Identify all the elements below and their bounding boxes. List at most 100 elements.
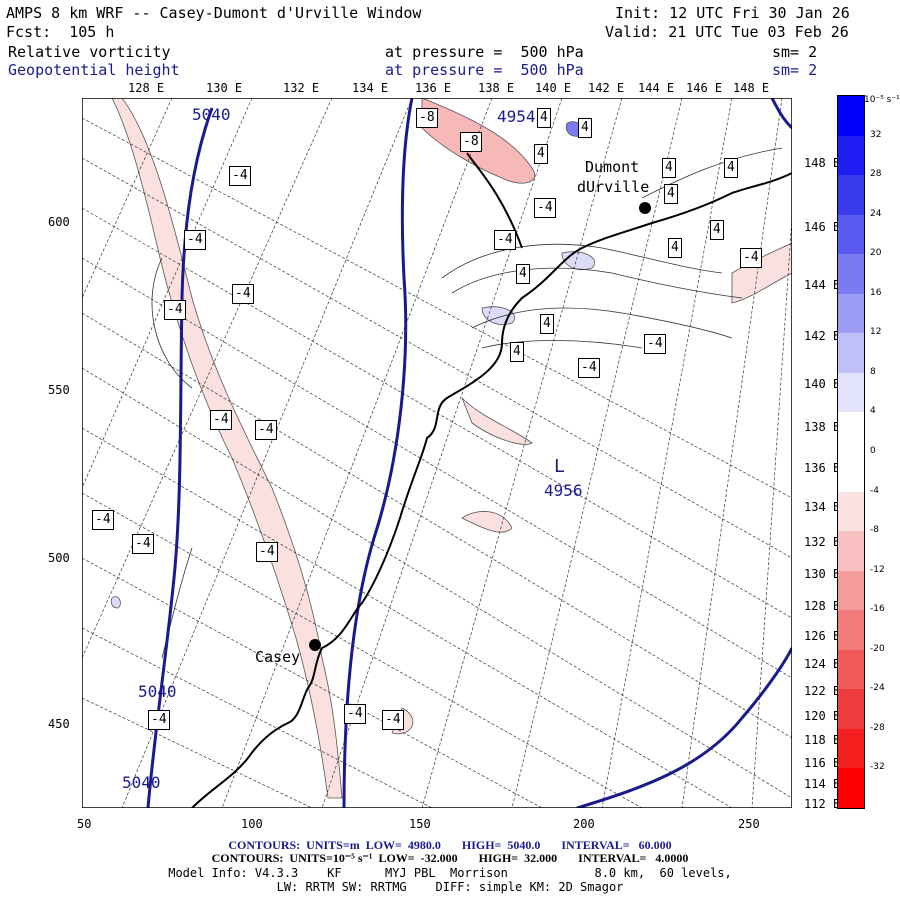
right-lon-label: 112 E	[804, 797, 841, 811]
height-label-5040: 5040	[122, 773, 161, 792]
vort-label: 4	[510, 342, 524, 362]
colorbar-tick-label: -32	[870, 762, 885, 773]
right-lon-label: 142 E	[804, 329, 841, 343]
map-panel: Dumont dUrville Casey 5040 5040 5040 495…	[82, 98, 840, 811]
vort-label: -4	[232, 284, 254, 304]
colorbar-segment	[838, 649, 864, 690]
vort-label: 4	[664, 184, 678, 204]
vort-label: -4	[494, 230, 516, 250]
top-lon-label: 142 E	[588, 81, 625, 95]
right-lon-label: 148 E	[804, 156, 841, 170]
vort-label: -4	[229, 166, 251, 186]
field2-smoothing: sm= 2	[772, 61, 818, 79]
field2-level: at pressure = 500 hPa	[385, 61, 584, 79]
dumont-durville-station-dot	[639, 202, 651, 214]
x-axis-label: 200	[573, 817, 595, 831]
colorbar-segment	[838, 254, 864, 294]
vort-label: 4	[724, 158, 738, 178]
footer-line-2: CONTOURS: UNITS=10⁻⁵ s⁻¹ LOW= -32.000 HI…	[211, 851, 689, 865]
colorbar-tick-label: -20	[870, 643, 885, 654]
top-lon-label: 134 E	[352, 81, 389, 95]
y-axis-label: 500	[48, 551, 70, 565]
vort-label: -8	[460, 132, 482, 152]
colorbar-segment	[838, 175, 864, 215]
vort-label: 4	[710, 220, 724, 240]
field1-name: Relative vorticity	[8, 43, 171, 61]
colorbar-tick-label: -4	[870, 485, 879, 496]
colorbar-segment	[838, 610, 864, 650]
dumont-label-line1: Dumont	[585, 158, 640, 176]
footer-line-1: CONTOURS: UNITS=m LOW= 4980.0 HIGH= 5040…	[228, 838, 672, 852]
vort-label: -4	[534, 198, 556, 218]
vort-label: -4	[184, 230, 206, 250]
vort-label: 4	[537, 108, 551, 128]
top-lon-label: 146 E	[686, 81, 723, 95]
vort-label: -4	[92, 510, 114, 530]
right-lon-label: 140 E	[804, 377, 841, 391]
colorbar-segment	[838, 96, 864, 136]
colorbar-segment	[838, 728, 864, 769]
colorbar-tick-label: 0	[870, 446, 876, 456]
valid-time: Valid: 21 UTC Tue 03 Feb 26	[605, 23, 849, 41]
top-lon-label: 148 E	[733, 81, 770, 95]
colorbar-segment	[838, 531, 864, 571]
top-lon-label: 132 E	[283, 81, 320, 95]
right-lon-label: 136 E	[804, 461, 841, 475]
y-axis-label: 450	[48, 717, 70, 731]
right-lon-label: 130 E	[804, 567, 841, 581]
right-lon-label: 126 E	[804, 629, 841, 643]
colorbar-segment	[838, 135, 864, 176]
vort-label: -4	[382, 710, 404, 730]
top-lon-label: 138 E	[478, 81, 515, 95]
colorbar-tick-label: 20	[870, 248, 882, 259]
field1-smoothing: sm= 2	[772, 43, 818, 61]
height-label-5040: 5040	[192, 105, 231, 124]
right-lon-label: 120 E	[804, 709, 841, 723]
geopotential-contours	[146, 98, 792, 808]
colorbar-tick-label: 8	[870, 366, 876, 377]
vort-label: 4	[534, 144, 548, 164]
right-lon-label: 124 E	[804, 657, 841, 671]
right-lon-label: 134 E	[804, 500, 841, 514]
colorbar-tick-label: 28	[870, 169, 882, 180]
vort-label: -4	[255, 420, 277, 440]
colorbar-segment	[838, 768, 864, 808]
right-lon-label: 132 E	[804, 535, 841, 549]
height-label-4954: 4954	[497, 107, 536, 126]
x-axis-label: 250	[738, 817, 760, 831]
colorbar-tick-label: 12	[870, 327, 882, 338]
map-title: AMPS 8 km WRF -- Casey-Dumont d'Urville …	[6, 4, 422, 22]
right-lon-label: 138 E	[804, 420, 841, 434]
top-lon-label: 130 E	[206, 81, 243, 95]
colorbar-tick-label: -8	[870, 525, 879, 536]
casey-label: Casey	[255, 648, 301, 666]
colorbar-tick-label: -16	[870, 604, 885, 615]
colorbar-tick-label: 16	[870, 287, 882, 298]
y-axis-label: 550	[48, 383, 70, 397]
colorbar-segment	[838, 372, 864, 413]
vort-label: 4	[662, 158, 676, 178]
colorbar-tick-label: 4	[870, 406, 876, 417]
footer-line-4: LW: RRTM SW: RRTMG DIFF: simple KM: 2D S…	[276, 880, 624, 894]
x-axis-label: 150	[409, 817, 431, 831]
colorbar-tick-label: -24	[870, 683, 885, 694]
casey-station-dot	[309, 639, 321, 651]
forecast-hour: Fcst: 105 h	[6, 23, 115, 41]
x-axis-label: 100	[241, 817, 263, 831]
colorbar-segment	[838, 491, 864, 532]
colorbar-tick-label: 24	[870, 208, 882, 219]
colorbar	[837, 95, 865, 809]
right-lon-label: 128 E	[804, 599, 841, 613]
height-label-5040: 5040	[138, 682, 177, 701]
vort-label: -4	[740, 248, 762, 268]
colorbar-tick-label: 32	[870, 129, 882, 140]
top-lon-label: 140 E	[535, 81, 572, 95]
right-lon-label: 144 E	[804, 278, 841, 292]
low-symbol: L	[554, 456, 565, 477]
vort-label: -4	[644, 334, 666, 354]
colorbar-segment	[838, 293, 864, 334]
vort-label: -4	[210, 410, 232, 430]
colorbar-tick-label: -12	[870, 564, 885, 575]
colorbar-unit: 10⁻⁵ s⁻¹	[864, 95, 900, 105]
vort-label: -4	[344, 704, 366, 724]
